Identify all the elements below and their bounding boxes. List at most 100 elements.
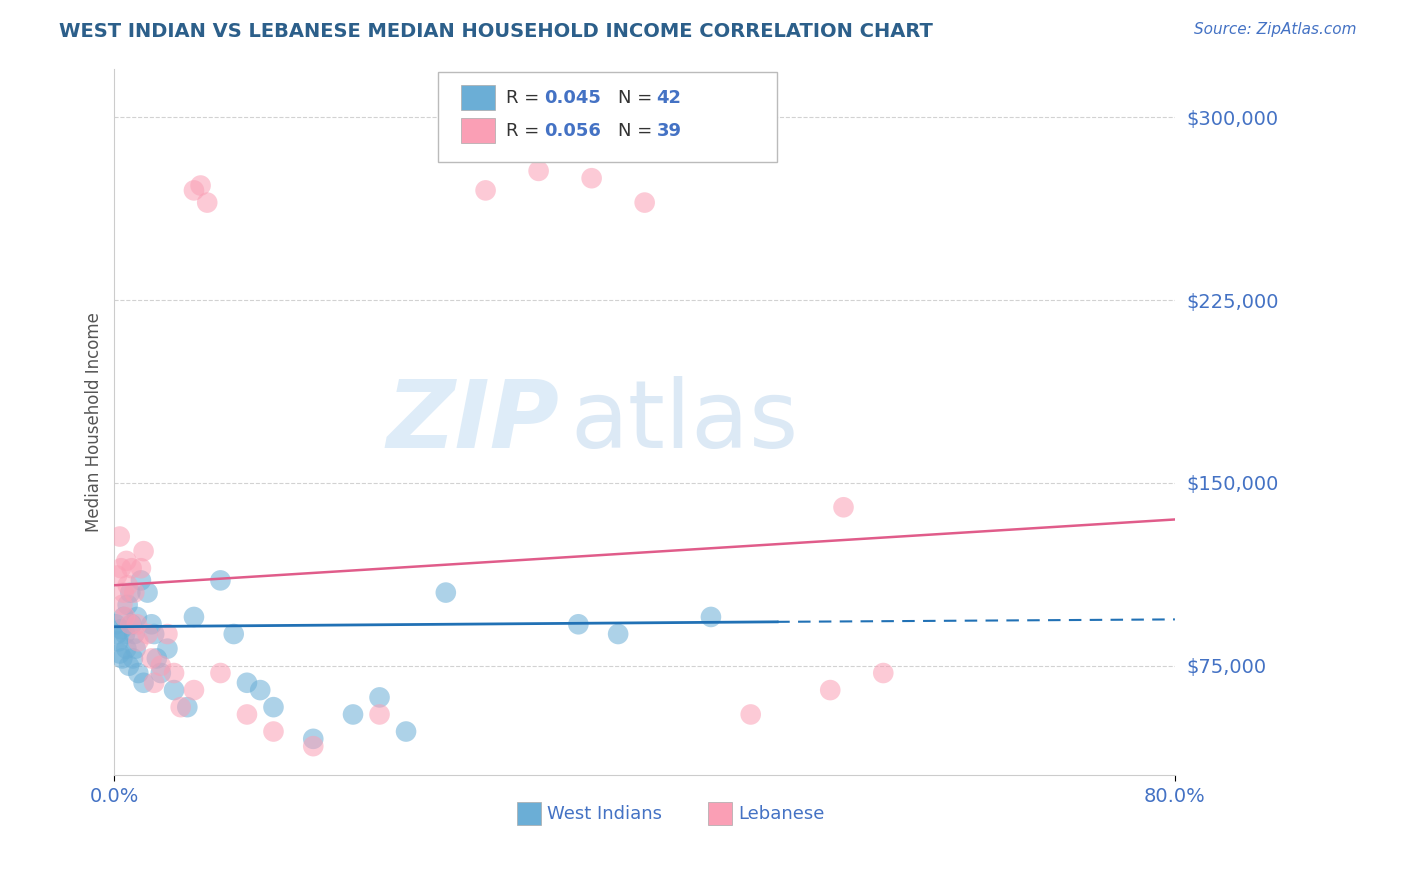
Y-axis label: Median Household Income: Median Household Income xyxy=(86,312,103,532)
FancyBboxPatch shape xyxy=(709,802,731,825)
Text: 42: 42 xyxy=(657,88,682,106)
Point xyxy=(163,666,186,681)
Point xyxy=(302,739,325,753)
Point xyxy=(434,585,457,599)
Point xyxy=(127,666,149,681)
Point xyxy=(342,707,364,722)
Point xyxy=(122,651,145,665)
Point xyxy=(132,544,155,558)
Point xyxy=(156,627,179,641)
Point xyxy=(104,617,127,632)
Point xyxy=(136,627,159,641)
Text: N =: N = xyxy=(619,88,652,106)
Point xyxy=(115,641,138,656)
Point xyxy=(209,574,232,588)
Point xyxy=(249,683,271,698)
Point xyxy=(114,610,136,624)
Point xyxy=(129,574,152,588)
Point xyxy=(112,610,135,624)
Point xyxy=(146,651,169,665)
Point xyxy=(474,183,496,197)
Point xyxy=(112,585,135,599)
Point xyxy=(111,598,134,612)
Point xyxy=(302,731,325,746)
Point xyxy=(121,561,143,575)
Point xyxy=(115,554,138,568)
Point xyxy=(236,675,259,690)
Point xyxy=(368,690,391,705)
Point xyxy=(114,627,136,641)
Point xyxy=(110,561,132,575)
Point xyxy=(125,610,148,624)
Point xyxy=(183,683,205,698)
Point xyxy=(149,666,172,681)
Point xyxy=(183,610,205,624)
Point xyxy=(105,568,128,582)
Point xyxy=(263,724,285,739)
Point xyxy=(110,622,132,636)
Point xyxy=(832,500,855,515)
Point xyxy=(120,585,142,599)
Point xyxy=(634,195,657,210)
FancyBboxPatch shape xyxy=(461,118,495,144)
FancyBboxPatch shape xyxy=(517,802,541,825)
Text: Lebanese: Lebanese xyxy=(738,805,824,823)
Point xyxy=(141,651,163,665)
FancyBboxPatch shape xyxy=(461,85,495,111)
Point xyxy=(368,707,391,722)
Text: 0.045: 0.045 xyxy=(544,88,600,106)
Text: 0.056: 0.056 xyxy=(544,121,600,140)
Point xyxy=(107,634,129,648)
Point xyxy=(527,164,550,178)
Text: R =: R = xyxy=(506,88,538,106)
Point xyxy=(124,585,146,599)
Point xyxy=(163,683,186,698)
Point xyxy=(195,195,218,210)
Point xyxy=(143,675,166,690)
Point xyxy=(125,617,148,632)
Text: Source: ZipAtlas.com: Source: ZipAtlas.com xyxy=(1194,22,1357,37)
Point xyxy=(121,617,143,632)
Text: N =: N = xyxy=(619,121,652,140)
Point xyxy=(124,627,146,641)
Point xyxy=(117,578,139,592)
Text: ZIP: ZIP xyxy=(387,376,560,468)
Point xyxy=(105,627,128,641)
Point xyxy=(156,641,179,656)
Text: 39: 39 xyxy=(657,121,682,140)
Point xyxy=(170,700,193,714)
Point xyxy=(700,610,723,624)
Point xyxy=(872,666,894,681)
Point xyxy=(108,647,131,661)
Point xyxy=(581,171,603,186)
Text: West Indians: West Indians xyxy=(547,805,662,823)
Text: WEST INDIAN VS LEBANESE MEDIAN HOUSEHOLD INCOME CORRELATION CHART: WEST INDIAN VS LEBANESE MEDIAN HOUSEHOLD… xyxy=(59,22,934,41)
Point xyxy=(149,658,172,673)
Point xyxy=(129,561,152,575)
Point xyxy=(141,617,163,632)
Point xyxy=(176,700,198,714)
Point xyxy=(263,700,285,714)
Point xyxy=(190,178,212,193)
Point xyxy=(118,658,141,673)
Point xyxy=(395,724,418,739)
Point xyxy=(117,598,139,612)
Point xyxy=(820,683,842,698)
FancyBboxPatch shape xyxy=(437,72,778,161)
Point xyxy=(607,627,630,641)
Point xyxy=(183,183,205,197)
Point xyxy=(209,666,232,681)
Point xyxy=(143,627,166,641)
Point xyxy=(222,627,245,641)
Text: R =: R = xyxy=(506,121,538,140)
Point xyxy=(124,641,146,656)
Point xyxy=(567,617,589,632)
Point xyxy=(740,707,762,722)
Point xyxy=(127,634,149,648)
Point xyxy=(111,651,134,665)
Point xyxy=(236,707,259,722)
Point xyxy=(136,585,159,599)
Point xyxy=(108,529,131,543)
Text: atlas: atlas xyxy=(571,376,799,468)
Point xyxy=(132,675,155,690)
